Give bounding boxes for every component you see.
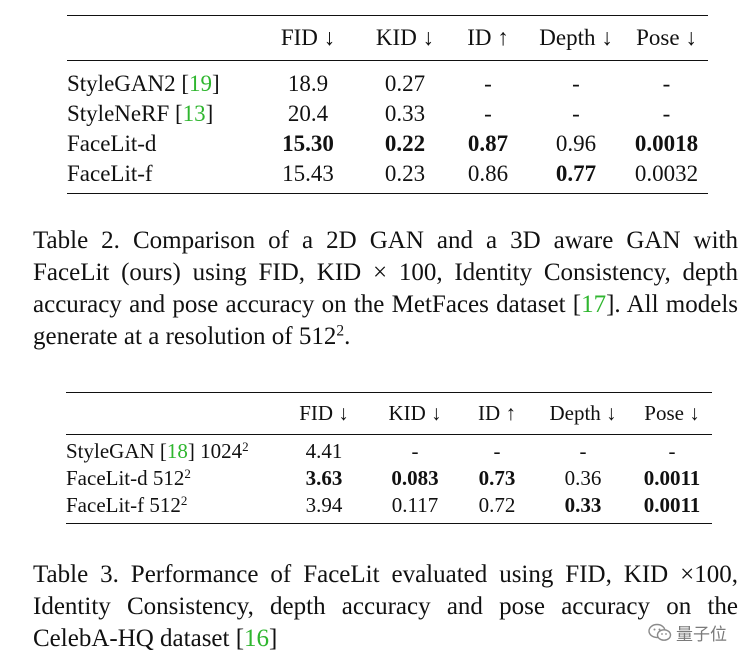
cell-depth: 0.96 [555, 131, 597, 156]
table-3-caption: Table 3. Performance of FaceLit evaluate… [33, 561, 738, 652]
table-3: FID ↓ KID ↓ ID ↑ Depth ↓ Pose ↓ StyleGAN… [66, 392, 712, 524]
header-cell-kid: KID ↓ [361, 15, 449, 61]
row-name: FaceLit-f [67, 161, 153, 186]
cell-id: - [484, 71, 492, 96]
cell-pose: - [668, 439, 676, 463]
citation-link[interactable]: 18 [166, 439, 188, 463]
header-cell-kid: KID ↓ [370, 392, 460, 435]
cell-depth: - [579, 439, 587, 463]
citation-link[interactable]: 13 [182, 101, 206, 126]
cell-fid: 20.4 [287, 101, 329, 126]
cell-fid: 4.41 [305, 439, 343, 463]
table-2: FID ↓ KID ↓ ID ↑ Depth ↓ Pose ↓ StyleGAN… [67, 15, 708, 194]
cell-depth: 0.36 [564, 466, 602, 490]
cell-fid: 15.43 [282, 161, 334, 186]
cell-fid: 15.30 [282, 131, 334, 156]
cell-id: 0.86 [467, 161, 509, 186]
cell-pose: 0.0011 [643, 493, 701, 517]
cell-pose: - [662, 71, 671, 96]
header-cell-depth: Depth ↓ [527, 15, 625, 61]
cell-kid: 0.27 [384, 71, 426, 96]
cell-kid: 0.33 [384, 101, 426, 126]
row-name: StyleGAN [18] 10242 [66, 438, 249, 463]
cell-fid: 18.9 [287, 71, 329, 96]
table-row: FaceLit-d 15.30 0.22 0.87 0.96 0.0018 [67, 129, 708, 159]
cell-kid: 0.083 [391, 466, 439, 490]
row-name: StyleGAN2 [19] [67, 71, 220, 96]
cell-depth: - [572, 101, 580, 126]
cell-depth: - [572, 71, 580, 96]
watermark: 量子位 [648, 620, 727, 645]
cell-pose: 0.0018 [634, 131, 699, 156]
table-row: StyleNeRF [13] 20.4 0.33 - - - [67, 99, 708, 129]
watermark-text: 量子位 [676, 625, 727, 645]
cell-id: - [484, 101, 492, 126]
cell-kid: 0.117 [391, 493, 439, 517]
table-2-header-row: FID ↓ KID ↓ ID ↑ Depth ↓ Pose ↓ [67, 15, 708, 61]
cell-kid: 0.23 [384, 161, 426, 186]
header-cell-fid: FID ↓ [278, 392, 370, 435]
row-name: FaceLit-d [67, 131, 157, 156]
row-name: FaceLit-d 5122 [66, 465, 191, 490]
cell-pose: 0.0011 [643, 466, 701, 490]
cell-depth: 0.33 [564, 493, 602, 517]
citation-link[interactable]: 17 [581, 291, 607, 318]
table-row: StyleGAN2 [19] 18.9 0.27 - - - [67, 69, 708, 99]
table-row: FaceLit-f 15.43 0.23 0.86 0.77 0.0032 [67, 159, 708, 194]
table-row: StyleGAN [18] 10242 4.41 - - - - [66, 438, 712, 465]
header-cell-id: ID ↑ [460, 392, 534, 435]
cell-fid: 3.94 [305, 493, 343, 517]
header-cell-pose: Pose ↓ [625, 15, 708, 61]
cell-depth: 0.77 [555, 161, 597, 186]
header-cell [67, 15, 255, 61]
cell-kid: 0.22 [384, 131, 426, 156]
header-cell-depth: Depth ↓ [534, 392, 632, 435]
table-3-header-row: FID ↓ KID ↓ ID ↑ Depth ↓ Pose ↓ [66, 392, 712, 435]
header-cell [66, 392, 278, 435]
table-row: FaceLit-d 5122 3.63 0.083 0.73 0.36 0.00… [66, 465, 712, 492]
header-cell-id: ID ↑ [449, 15, 527, 61]
cell-kid: - [411, 439, 419, 463]
cell-id: 0.73 [478, 466, 516, 490]
row-name: StyleNeRF [13] [67, 101, 214, 126]
cell-id: - [493, 439, 501, 463]
table-row: FaceLit-f 5122 3.94 0.117 0.72 0.33 0.00… [66, 492, 712, 524]
cell-id: 0.87 [467, 131, 509, 156]
citation-link[interactable]: 19 [189, 71, 213, 96]
wechat-icon [648, 623, 672, 643]
cell-pose: 0.0032 [634, 161, 699, 186]
cell-id: 0.72 [478, 493, 516, 517]
table-2-caption: Table 2. Comparison of a 2D GAN and a 3D… [33, 227, 738, 350]
header-cell-fid: FID ↓ [255, 15, 361, 61]
header-cell-pose: Pose ↓ [632, 392, 712, 435]
cell-fid: 3.63 [305, 466, 343, 490]
cell-pose: - [662, 101, 671, 126]
citation-link[interactable]: 16 [244, 625, 270, 652]
row-name: FaceLit-f 5122 [66, 492, 188, 517]
